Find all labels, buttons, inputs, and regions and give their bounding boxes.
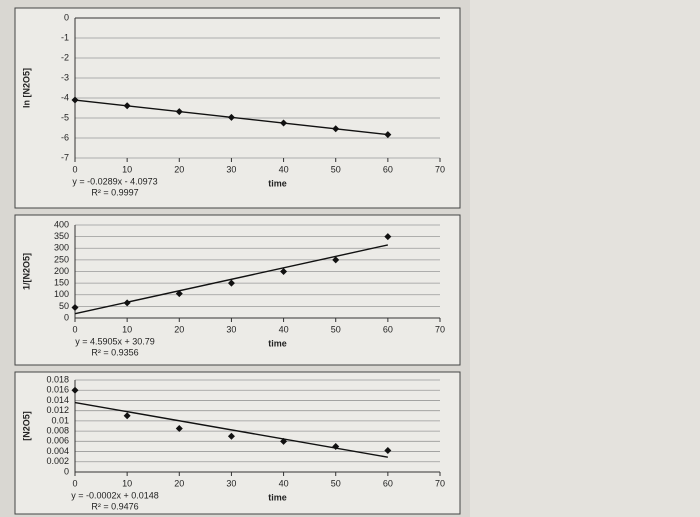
data-point bbox=[227, 432, 235, 440]
data-point bbox=[71, 304, 79, 312]
y-tick-label: 350 bbox=[54, 231, 69, 241]
data-point bbox=[384, 447, 392, 455]
y-tick-label: -5 bbox=[61, 112, 69, 122]
y-tick-label: -1 bbox=[61, 32, 69, 42]
data-point bbox=[71, 96, 79, 104]
data-point bbox=[332, 256, 340, 264]
y-tick-label: 0.012 bbox=[46, 405, 69, 415]
data-point bbox=[280, 119, 288, 127]
x-tick-label: 30 bbox=[226, 324, 236, 334]
x-tick-label: 0 bbox=[72, 164, 77, 174]
y-axis-label: 1/[N2O5] bbox=[21, 253, 31, 290]
y-tick-label: 300 bbox=[54, 243, 69, 253]
y-tick-label: 150 bbox=[54, 278, 69, 288]
y-tick-label: 0.006 bbox=[46, 436, 69, 446]
y-tick-label: 0 bbox=[64, 12, 69, 22]
trendline-equation: R² = 0.9356 bbox=[91, 347, 138, 357]
data-point bbox=[123, 412, 131, 420]
y-tick-label: 50 bbox=[59, 301, 69, 311]
y-tick-label: 0.01 bbox=[51, 415, 69, 425]
y-axis-label: [N2O5] bbox=[21, 411, 31, 441]
y-tick-label: 0.018 bbox=[46, 374, 69, 384]
y-tick-label: 0.016 bbox=[46, 385, 69, 395]
data-point bbox=[280, 437, 288, 445]
data-point bbox=[227, 279, 235, 287]
data-point bbox=[175, 290, 183, 298]
blank-page bbox=[470, 0, 700, 517]
data-point bbox=[280, 268, 288, 275]
x-tick-label: 20 bbox=[174, 478, 184, 488]
x-tick-label: 60 bbox=[383, 324, 393, 334]
chart-frame bbox=[14, 371, 461, 515]
data-point bbox=[332, 442, 340, 450]
x-tick-label: 20 bbox=[174, 324, 184, 334]
data-point bbox=[175, 425, 183, 433]
x-axis-label: time bbox=[268, 178, 287, 188]
x-tick-label: 70 bbox=[435, 324, 445, 334]
y-tick-label: 0 bbox=[64, 312, 69, 322]
x-tick-label: 40 bbox=[279, 164, 289, 174]
y-tick-label: 0.004 bbox=[46, 446, 69, 456]
x-tick-label: 60 bbox=[383, 478, 393, 488]
y-tick-label: 0.002 bbox=[46, 456, 69, 466]
data-point bbox=[332, 125, 340, 133]
x-tick-label: 20 bbox=[174, 164, 184, 174]
x-tick-label: 50 bbox=[331, 478, 341, 488]
x-tick-label: 10 bbox=[122, 478, 132, 488]
x-tick-label: 60 bbox=[383, 164, 393, 174]
y-tick-label: -3 bbox=[61, 72, 69, 82]
data-point bbox=[71, 386, 79, 394]
x-tick-label: 30 bbox=[226, 164, 236, 174]
y-tick-label: -4 bbox=[61, 92, 69, 102]
y-tick-label: -7 bbox=[61, 152, 69, 162]
x-tick-label: 0 bbox=[72, 324, 77, 334]
y-tick-label: 250 bbox=[54, 254, 69, 264]
trendline-equation: R² = 0.9476 bbox=[91, 501, 138, 511]
trendline-equation: y = 4.5905x + 30.79 bbox=[75, 336, 155, 346]
y-tick-label: -2 bbox=[61, 52, 69, 62]
x-tick-label: 30 bbox=[226, 478, 236, 488]
x-tick-label: 40 bbox=[279, 324, 289, 334]
x-tick-label: 0 bbox=[72, 478, 77, 488]
x-tick-label: 50 bbox=[331, 164, 341, 174]
data-point bbox=[123, 102, 131, 110]
y-tick-label: 400 bbox=[54, 219, 69, 229]
x-tick-label: 70 bbox=[435, 478, 445, 488]
data-point bbox=[175, 108, 183, 116]
chart-frame bbox=[14, 214, 461, 366]
x-axis-label: time bbox=[268, 492, 287, 502]
y-tick-label: 0 bbox=[64, 466, 69, 476]
y-tick-label: 0.014 bbox=[46, 395, 69, 405]
y-tick-label: 200 bbox=[54, 266, 69, 276]
x-tick-label: 10 bbox=[122, 164, 132, 174]
y-tick-label: -6 bbox=[61, 132, 69, 142]
data-point bbox=[123, 299, 131, 307]
trendline-equation: y = -0.0002x + 0.0148 bbox=[71, 490, 159, 500]
y-tick-label: 0.008 bbox=[46, 425, 69, 435]
x-axis-label: time bbox=[268, 338, 287, 348]
data-point bbox=[384, 131, 392, 139]
x-tick-label: 40 bbox=[279, 478, 289, 488]
trendline-equation: R² = 0.9997 bbox=[91, 187, 138, 197]
y-tick-label: 100 bbox=[54, 289, 69, 299]
trendline-equation: y = -0.0289x - 4.0973 bbox=[72, 176, 157, 186]
x-tick-label: 50 bbox=[331, 324, 341, 334]
y-axis-label: ln [N2O5] bbox=[21, 68, 31, 108]
x-tick-label: 70 bbox=[435, 164, 445, 174]
data-point bbox=[384, 233, 392, 241]
data-point bbox=[227, 113, 235, 121]
chart-frame bbox=[14, 7, 461, 209]
x-tick-label: 10 bbox=[122, 324, 132, 334]
